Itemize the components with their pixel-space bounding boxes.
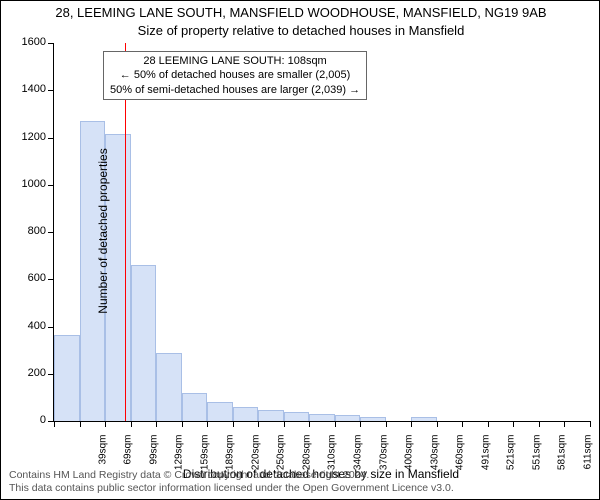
histogram-bar bbox=[182, 393, 208, 421]
y-axis-label: Number of detached properties bbox=[96, 111, 110, 351]
y-tick-label: 0 bbox=[14, 414, 46, 426]
histogram-bar bbox=[360, 417, 386, 421]
histogram-bar bbox=[131, 265, 157, 421]
annotation-line3: 50% of semi-detached houses are larger (… bbox=[110, 83, 360, 97]
histogram-bar bbox=[156, 353, 182, 422]
x-tick bbox=[80, 421, 81, 427]
x-tick bbox=[182, 421, 183, 427]
annotation-line1: 28 LEEMING LANE SOUTH: 108sqm bbox=[110, 54, 360, 68]
x-tick bbox=[539, 421, 540, 427]
page-title-line1: 28, LEEMING LANE SOUTH, MANSFIELD WOODHO… bbox=[1, 5, 600, 20]
x-tick bbox=[335, 421, 336, 427]
histogram-bar bbox=[207, 402, 233, 421]
y-tick-label: 600 bbox=[14, 272, 46, 284]
footer-line1: Contains HM Land Registry data © Crown c… bbox=[9, 469, 454, 482]
x-tick bbox=[564, 421, 565, 427]
x-tick bbox=[590, 421, 591, 427]
x-tick bbox=[411, 421, 412, 427]
x-tick bbox=[54, 421, 55, 427]
histogram-bar bbox=[233, 407, 259, 421]
x-tick bbox=[488, 421, 489, 427]
y-tick-label: 1400 bbox=[14, 83, 46, 95]
annotation-line2: ← 50% of detached houses are smaller (2,… bbox=[110, 68, 360, 82]
histogram-bar bbox=[284, 412, 310, 421]
y-tick-label: 200 bbox=[14, 367, 46, 379]
x-tick bbox=[309, 421, 310, 427]
histogram-bar bbox=[258, 410, 284, 421]
histogram-bar bbox=[54, 335, 80, 421]
x-tick bbox=[513, 421, 514, 427]
y-tick bbox=[48, 279, 54, 280]
y-tick-label: 1600 bbox=[14, 36, 46, 48]
y-tick bbox=[48, 232, 54, 233]
y-tick-label: 1200 bbox=[14, 131, 46, 143]
x-tick bbox=[258, 421, 259, 427]
x-tick bbox=[360, 421, 361, 427]
footer-line2: This data contains public sector informa… bbox=[9, 482, 454, 495]
y-tick-label: 800 bbox=[14, 225, 46, 237]
y-tick bbox=[48, 327, 54, 328]
y-tick-label: 400 bbox=[14, 320, 46, 332]
y-tick-label: 1000 bbox=[14, 178, 46, 190]
page-title-line2: Size of property relative to detached ho… bbox=[1, 23, 600, 38]
footer-attribution: Contains HM Land Registry data © Crown c… bbox=[9, 469, 454, 495]
x-tick bbox=[131, 421, 132, 427]
x-tick bbox=[233, 421, 234, 427]
histogram-bar bbox=[309, 414, 335, 421]
x-tick bbox=[207, 421, 208, 427]
x-tick bbox=[437, 421, 438, 427]
x-tick bbox=[462, 421, 463, 427]
x-tick bbox=[386, 421, 387, 427]
y-tick bbox=[48, 185, 54, 186]
y-tick bbox=[48, 138, 54, 139]
chart-container: 28, LEEMING LANE SOUTH, MANSFIELD WOODHO… bbox=[0, 0, 600, 500]
y-tick bbox=[48, 43, 54, 44]
x-tick bbox=[284, 421, 285, 427]
histogram-bar bbox=[411, 417, 437, 421]
y-tick bbox=[48, 90, 54, 91]
reference-annotation: 28 LEEMING LANE SOUTH: 108sqm ← 50% of d… bbox=[103, 51, 367, 100]
x-tick bbox=[105, 421, 106, 427]
histogram-bar bbox=[335, 415, 361, 421]
x-tick bbox=[156, 421, 157, 427]
